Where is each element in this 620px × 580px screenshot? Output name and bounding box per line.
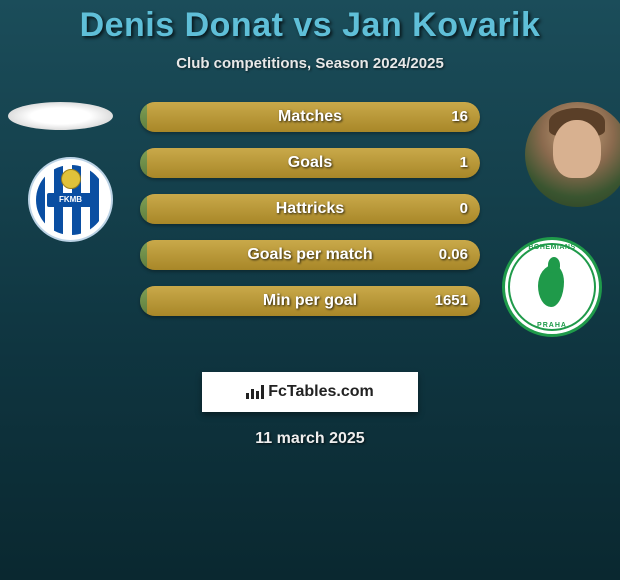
bar-label: Min per goal [140, 286, 480, 316]
bar-value-right: 1 [460, 148, 468, 178]
bar-value-right: 1651 [435, 286, 468, 316]
bar-label: Matches [140, 102, 480, 132]
bar-value-right: 0 [460, 194, 468, 224]
club-right-top-text: BOHEMIANS [510, 244, 594, 251]
player-left-avatar [8, 102, 113, 130]
bar-label: Goals [140, 148, 480, 178]
club-left-logo: FKMB [28, 157, 113, 242]
bar-value-right: 16 [451, 102, 468, 132]
club-right-bottom-text: PRAHA [510, 322, 594, 329]
stat-bar: Goals1 [140, 148, 480, 178]
bar-label: Hattricks [140, 194, 480, 224]
stat-bar: Hattricks0 [140, 194, 480, 224]
club-right-logo: BOHEMIANS PRAHA [502, 237, 602, 337]
bar-value-right: 0.06 [439, 240, 468, 270]
subtitle: Club competitions, Season 2024/2025 [0, 55, 620, 72]
stat-bar: Matches16 [140, 102, 480, 132]
player-right-avatar [525, 102, 620, 207]
page-title: Denis Donat vs Jan Kovarik [0, 0, 620, 45]
date-text: 11 march 2025 [0, 430, 620, 448]
stat-bar: Goals per match0.06 [140, 240, 480, 270]
stat-bars: Matches16 Goals1 Hattricks0 Goals per match… [140, 102, 480, 332]
bar-label: Goals per match [140, 240, 480, 270]
comparison-area: FKMB BOHEMIANS PRAHA Matches16 Goals1 Hatt… [0, 102, 620, 362]
club-left-band: FKMB [47, 193, 95, 207]
chart-icon [246, 385, 264, 399]
brand-badge: FcTables.com [202, 372, 418, 412]
infographic-root: Denis Donat vs Jan Kovarik Club competit… [0, 0, 620, 580]
brand-text: FcTables.com [268, 383, 374, 401]
stat-bar: Min per goal1651 [140, 286, 480, 316]
